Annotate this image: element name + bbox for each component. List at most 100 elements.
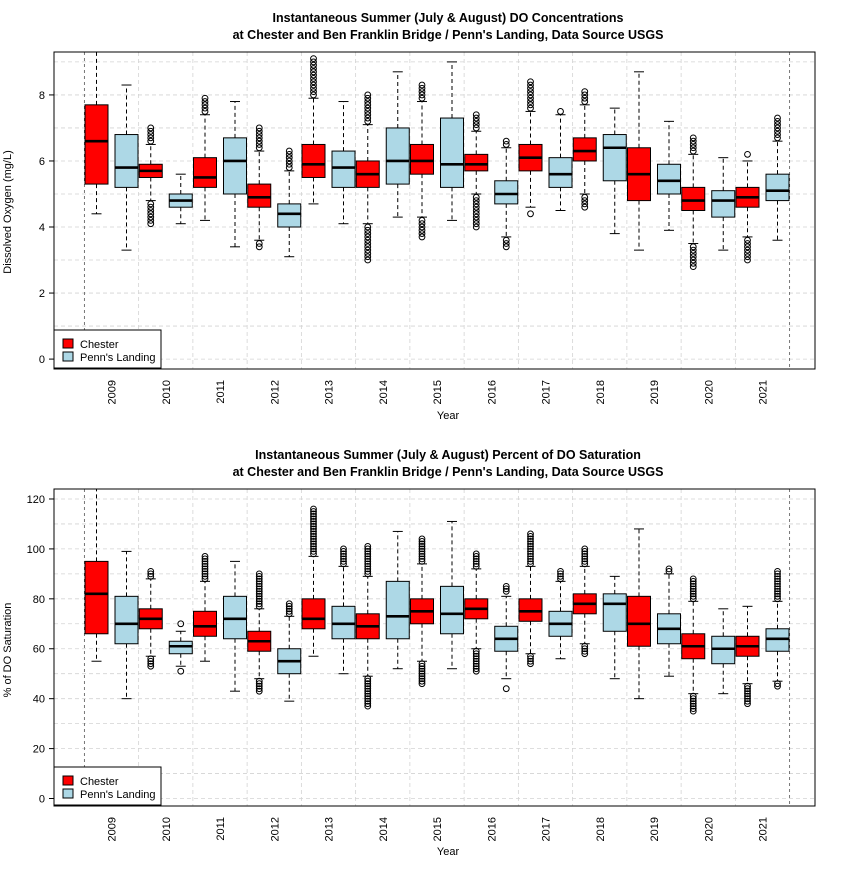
box-iqr	[765, 173, 790, 202]
outlier-point	[255, 592, 263, 600]
outlier-point	[774, 124, 781, 132]
outlier-point	[774, 590, 781, 598]
outlier-point	[581, 94, 589, 102]
outlier-point	[581, 197, 589, 204]
box-iqr	[410, 143, 434, 175]
box-chester-2010	[138, 567, 163, 670]
outlier-point	[527, 98, 534, 105]
outlier-point	[418, 677, 426, 685]
outlier-point	[364, 548, 372, 555]
outlier-point	[472, 665, 480, 673]
outlier-point	[255, 580, 263, 588]
outlier-point	[774, 117, 781, 125]
outlier-point	[255, 243, 263, 251]
outlier-point	[340, 557, 347, 565]
box-chester-2020	[681, 134, 706, 271]
box-iqr	[602, 134, 627, 182]
y-axis-label: % of DO Saturation	[2, 603, 14, 698]
outlier-point	[774, 577, 781, 585]
outlier-point	[527, 81, 534, 89]
box-chester-2009	[84, 488, 109, 662]
outlier-point	[581, 98, 589, 105]
outlier-point	[364, 543, 372, 550]
outlier-point	[527, 88, 534, 96]
box-chester-2009	[84, 51, 109, 215]
outlier-point	[418, 675, 426, 683]
outlier-point	[774, 567, 781, 575]
outlier-point	[364, 682, 372, 690]
box-penns-landing-2013	[331, 101, 356, 225]
box-iqr	[385, 580, 410, 640]
y-tick-label: 0	[39, 794, 45, 806]
outlier-point	[689, 580, 697, 588]
outlier-point	[147, 567, 155, 575]
x-tick-label: 2014	[378, 380, 390, 404]
outlier-point	[285, 150, 293, 158]
outlier-point	[201, 575, 209, 583]
outlier-point	[472, 223, 480, 231]
outlier-point	[201, 560, 209, 568]
outlier-point	[774, 131, 781, 138]
outlier-point	[285, 600, 293, 608]
outlier-point	[502, 240, 510, 247]
outlier-point	[557, 567, 564, 575]
outlier-point	[310, 68, 317, 76]
outlier-point	[418, 88, 426, 96]
outlier-point	[774, 575, 781, 583]
outlier-point	[310, 533, 317, 540]
outlier-point	[774, 570, 781, 578]
outlier-point	[418, 552, 426, 560]
plot-frame	[53, 51, 816, 370]
outlier-point	[364, 250, 372, 257]
outlier-point	[364, 108, 372, 115]
outlier-point	[472, 207, 480, 214]
legend: Chester Penn's Landing	[53, 766, 162, 806]
outlier-point	[527, 94, 534, 102]
box-iqr	[114, 595, 139, 645]
outlier-point	[310, 518, 317, 525]
outlier-point	[744, 253, 751, 261]
outlier-point	[310, 515, 317, 523]
outlier-point	[689, 587, 697, 595]
outlier-point	[364, 702, 372, 710]
outlier-point	[310, 71, 317, 79]
y-tick-label: 6	[39, 156, 45, 168]
box-chester-2012	[247, 124, 272, 251]
outlier-point	[310, 91, 317, 99]
outlier-point	[689, 147, 697, 155]
outlier-point	[472, 210, 480, 218]
outlier-point	[774, 587, 781, 595]
outlier-point	[581, 645, 589, 653]
plot-area: 0 2 4 6 8 2009 2010 2011 2012 2013 2014 2015 2016 201…	[39, 51, 816, 404]
outlier-point	[581, 203, 589, 211]
outlier-point	[581, 642, 589, 650]
outlier-point	[744, 692, 751, 700]
box-penns-landing-2021	[765, 567, 790, 690]
box-penns-landing-2018	[602, 107, 627, 235]
legend-label-chester: Chester	[80, 339, 119, 351]
outlier-point	[147, 210, 155, 218]
outlier-point	[364, 243, 372, 251]
outlier-point	[527, 557, 534, 565]
outlier-point	[255, 134, 263, 142]
box-iqr	[193, 157, 217, 188]
outlier-point	[255, 577, 263, 585]
outlier-point	[689, 582, 697, 590]
do-concentration-chart: Instantaneous Summer (July & August) DO …	[2, 11, 816, 422]
outlier-point	[744, 685, 751, 693]
outlier-point	[502, 243, 510, 251]
y-tick-label: 0	[39, 354, 45, 366]
x-tick-label: 2009	[107, 380, 119, 404]
y-tick-label: 40	[33, 694, 45, 706]
outlier-point	[285, 154, 293, 162]
outlier-point	[364, 550, 372, 558]
outlier-point	[255, 595, 263, 603]
outlier-point	[201, 101, 209, 109]
box-penns-landing-2011	[223, 560, 247, 692]
chart-subtitle: at Chester and Ben Franklin Bridge / Pen…	[233, 28, 664, 42]
outlier-point	[364, 114, 372, 122]
box-chester-2013	[301, 55, 326, 205]
outlier-point	[201, 557, 209, 565]
y-tick-label: 100	[27, 544, 45, 556]
outlier-point	[285, 610, 293, 618]
